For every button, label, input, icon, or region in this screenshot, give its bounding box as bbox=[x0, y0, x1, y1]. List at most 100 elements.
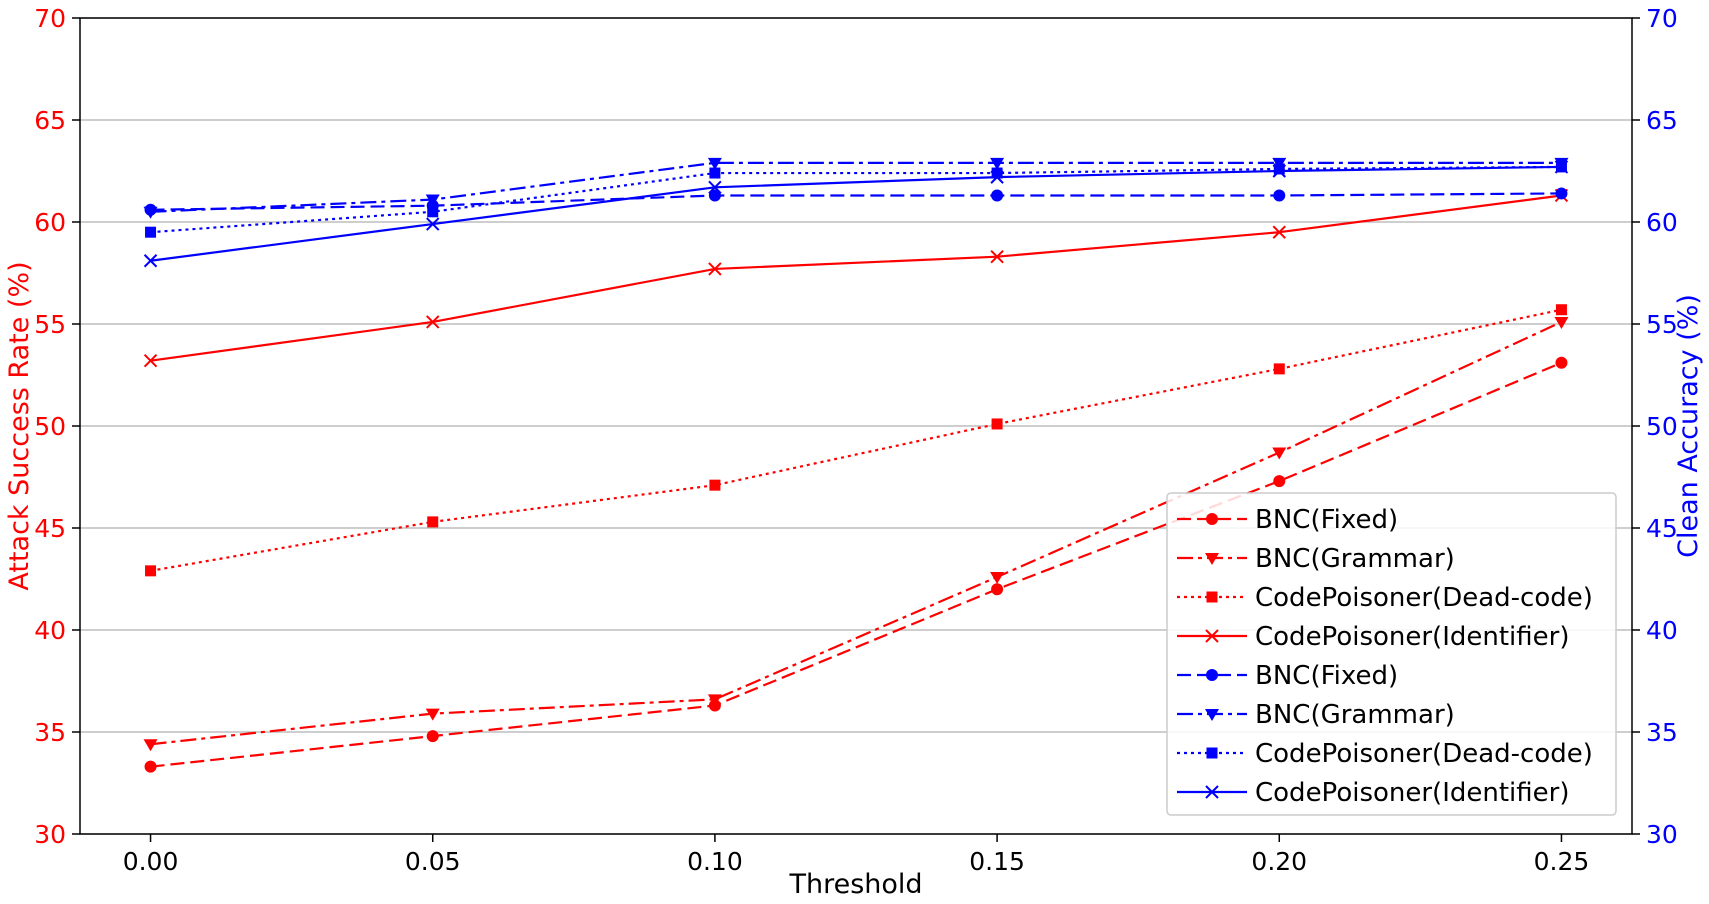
x-tick-label: 0.20 bbox=[1251, 847, 1307, 876]
data-point bbox=[1273, 475, 1286, 488]
left-y-tick-label: 45 bbox=[34, 514, 66, 543]
data-point bbox=[990, 170, 1004, 184]
legend-label: BNC(Grammar) bbox=[1255, 544, 1455, 574]
series-right-5 bbox=[143, 157, 1569, 219]
right-y-tick-label: 65 bbox=[1646, 106, 1678, 135]
series-line bbox=[150, 165, 1562, 234]
legend-entry: CodePoisoner(Identifier) bbox=[1177, 778, 1569, 808]
data-point bbox=[1272, 225, 1286, 239]
data-point bbox=[1272, 164, 1286, 178]
data-point bbox=[1554, 160, 1569, 174]
data-point bbox=[991, 418, 1003, 430]
legend-label: CodePoisoner(Dead-code) bbox=[1255, 739, 1593, 769]
data-point bbox=[991, 189, 1004, 202]
left-y-axis-title: Attack Success Rate (%) bbox=[4, 261, 35, 590]
legend-entry: BNC(Fixed) bbox=[1177, 505, 1398, 535]
legend-box bbox=[1166, 492, 1617, 816]
series-line bbox=[150, 161, 1562, 213]
x-tick-label: 0.25 bbox=[1534, 847, 1590, 876]
data-point bbox=[427, 206, 439, 218]
right-y-tick-label: 70 bbox=[1646, 4, 1678, 33]
data-point bbox=[143, 206, 158, 219]
series-line bbox=[150, 165, 1562, 262]
data-point bbox=[1273, 363, 1285, 375]
left-y-tick-label: 60 bbox=[34, 208, 66, 237]
series-right-6 bbox=[145, 161, 1567, 238]
data-point bbox=[426, 217, 440, 231]
data-point bbox=[1273, 189, 1286, 202]
data-point bbox=[426, 315, 440, 329]
legend-label: BNC(Fixed) bbox=[1255, 505, 1398, 535]
right-y-tick-label: 45 bbox=[1646, 514, 1678, 543]
right-y-tick-label: 35 bbox=[1646, 718, 1678, 747]
data-point bbox=[1555, 187, 1568, 200]
series-line bbox=[150, 320, 1562, 746]
data-point bbox=[709, 479, 721, 491]
legend-entry: CodePoisoner(Dead-code) bbox=[1177, 583, 1593, 613]
data-point bbox=[708, 189, 721, 202]
series-line bbox=[150, 361, 1562, 768]
left-y-tick-label: 50 bbox=[34, 412, 66, 441]
right-y-tick-label: 40 bbox=[1646, 616, 1678, 645]
series-right-7 bbox=[143, 160, 1569, 268]
data-point bbox=[708, 262, 722, 276]
data-point bbox=[991, 583, 1004, 596]
legend-marker bbox=[1206, 513, 1218, 525]
right-y-axis-title: Clean Accuracy (%) bbox=[1673, 294, 1704, 558]
legend-label: CodePoisoner(Identifier) bbox=[1255, 622, 1569, 652]
series-left-0 bbox=[144, 356, 1568, 773]
series-left-1 bbox=[143, 316, 1569, 752]
legend-label: BNC(Grammar) bbox=[1255, 700, 1455, 730]
data-point bbox=[425, 194, 440, 207]
right-y-tick-label: 55 bbox=[1646, 310, 1678, 339]
x-tick-label: 0.05 bbox=[405, 847, 461, 876]
left-y-tick-label: 35 bbox=[34, 718, 66, 747]
series-line bbox=[150, 192, 1562, 211]
legend-marker bbox=[1206, 591, 1218, 603]
legend-marker bbox=[1205, 629, 1219, 643]
left-y-tick-label: 55 bbox=[34, 310, 66, 339]
right-y-tick-label: 30 bbox=[1646, 820, 1678, 849]
legend-entry: CodePoisoner(Identifier) bbox=[1177, 622, 1569, 652]
data-point bbox=[1554, 316, 1569, 329]
data-point bbox=[144, 760, 157, 773]
data-point bbox=[143, 739, 158, 752]
data-point bbox=[145, 565, 157, 577]
data-point bbox=[1272, 447, 1287, 460]
legend: BNC(Fixed) BNC(Grammar) CodePoisoner(Dead-… bbox=[1166, 492, 1617, 816]
legend-entry: BNC(Grammar) bbox=[1177, 700, 1455, 730]
legend-label: CodePoisoner(Dead-code) bbox=[1255, 583, 1593, 613]
left-y-tick-label: 70 bbox=[34, 4, 66, 33]
data-point bbox=[143, 354, 158, 368]
legend-entry: BNC(Grammar) bbox=[1177, 544, 1455, 574]
axes: 30 30 35 35 40 40 45 45 50 50 55 55 60 60 65 65 70 70 0.00… bbox=[34, 4, 1678, 876]
data-point bbox=[991, 167, 1003, 179]
data-point bbox=[425, 708, 440, 721]
legend-marker bbox=[1206, 669, 1218, 681]
series-line bbox=[150, 308, 1562, 572]
series-right-4 bbox=[144, 187, 1568, 216]
data-point bbox=[990, 249, 1004, 264]
data-point bbox=[1555, 356, 1568, 369]
legend-marker bbox=[1205, 709, 1219, 721]
right-y-tick-label: 60 bbox=[1646, 208, 1678, 237]
legend-marker bbox=[1205, 785, 1219, 799]
data-point bbox=[1273, 163, 1285, 175]
data-point bbox=[707, 157, 722, 170]
series-layer bbox=[143, 157, 1569, 773]
data-point bbox=[145, 226, 157, 238]
data-point bbox=[990, 157, 1005, 170]
x-axis-title: Threshold bbox=[788, 869, 922, 900]
legend-entry: BNC(Fixed) bbox=[1177, 661, 1398, 691]
left-y-tick-label: 40 bbox=[34, 616, 66, 645]
data-point bbox=[708, 180, 722, 195]
data-point bbox=[709, 167, 721, 179]
x-tick-label: 0.10 bbox=[687, 847, 743, 876]
x-tick-label: 0.00 bbox=[123, 847, 179, 876]
x-tick-label: 0.15 bbox=[969, 847, 1025, 876]
legend-marker bbox=[1206, 747, 1218, 759]
legend-entry: CodePoisoner(Dead-code) bbox=[1177, 739, 1593, 769]
series-line bbox=[150, 194, 1562, 362]
left-y-tick-label: 65 bbox=[34, 106, 66, 135]
